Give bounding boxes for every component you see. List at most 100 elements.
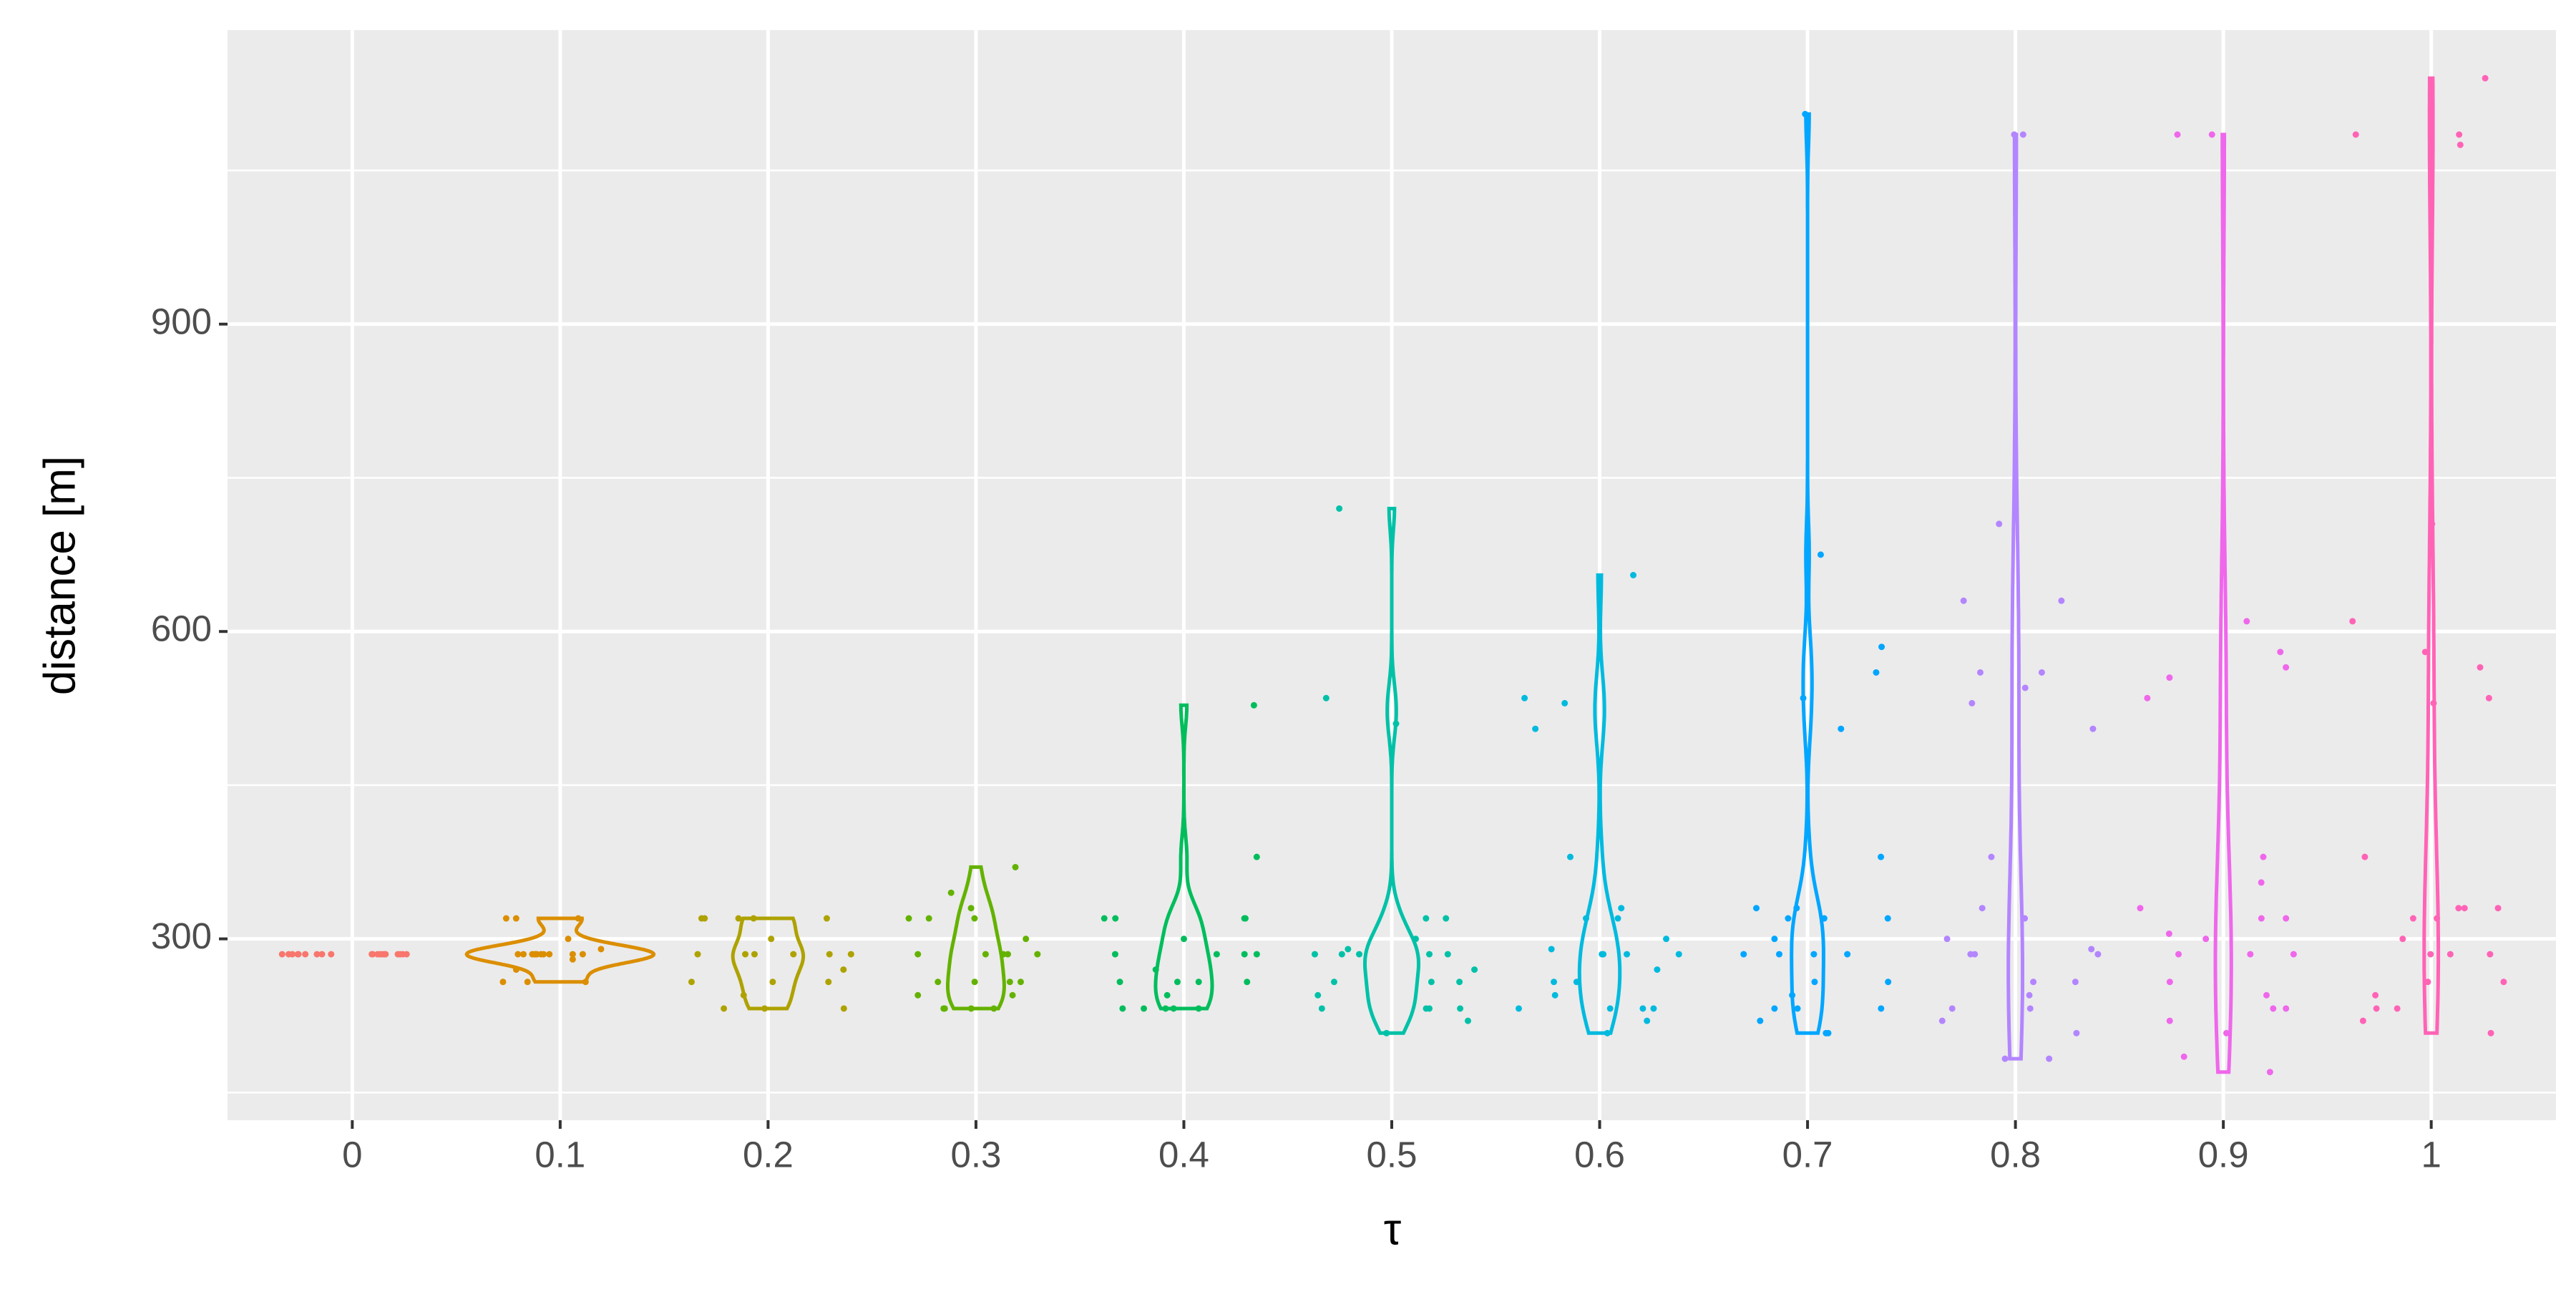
jitter-point bbox=[1012, 863, 1019, 870]
x-tick-label: 0.8 bbox=[1990, 1134, 2041, 1175]
jitter-point bbox=[1521, 694, 1528, 701]
jitter-point bbox=[1023, 936, 1030, 943]
jitter-point bbox=[2283, 1005, 2290, 1012]
jitter-point bbox=[1004, 951, 1011, 958]
violin bbox=[1362, 507, 1421, 1035]
jitter-point bbox=[761, 1005, 769, 1012]
jitter-point bbox=[2243, 618, 2250, 625]
jitter-point bbox=[1810, 951, 1818, 958]
jitter-point bbox=[1878, 853, 1885, 860]
jitter-point bbox=[1817, 551, 1824, 558]
jitter-point bbox=[1006, 978, 1013, 986]
violin bbox=[2213, 132, 2233, 1074]
jitter-point bbox=[688, 978, 695, 986]
jitter-point bbox=[1811, 978, 1818, 986]
jitter-point bbox=[1471, 966, 1478, 973]
jitter-point bbox=[1838, 725, 1845, 732]
jitter-point bbox=[1614, 915, 1621, 922]
jitter-point bbox=[1757, 1017, 1764, 1024]
jitter-point bbox=[2434, 915, 2441, 922]
jitter-point bbox=[1606, 1005, 1614, 1012]
jitter-point bbox=[1776, 951, 1783, 958]
jitter-point bbox=[2427, 951, 2434, 958]
jitter-point bbox=[1844, 951, 1851, 958]
jitter-point bbox=[769, 978, 776, 986]
jitter-point bbox=[512, 966, 519, 973]
jitter-point bbox=[947, 889, 955, 896]
jitter-point bbox=[2058, 597, 2065, 604]
violin bbox=[731, 916, 806, 1011]
jitter-point bbox=[742, 951, 749, 958]
jitter-point bbox=[1423, 915, 1430, 922]
y-tick-label: 600 bbox=[151, 608, 212, 649]
y-tick-label: 300 bbox=[151, 915, 212, 956]
x-tick-label: 0 bbox=[342, 1134, 362, 1175]
jitter-point bbox=[1802, 110, 1809, 117]
violin bbox=[464, 916, 656, 984]
jitter-point bbox=[579, 951, 586, 958]
jitter-point bbox=[1383, 1029, 1390, 1036]
jitter-point bbox=[1034, 951, 1041, 958]
jitter-point bbox=[1017, 978, 1024, 986]
jitter-point bbox=[1101, 915, 1108, 922]
jitter-point bbox=[519, 951, 527, 958]
jitter-point bbox=[2072, 978, 2079, 986]
jitter-point bbox=[1885, 978, 1892, 986]
jitter-point bbox=[1548, 946, 1555, 953]
jitter-point bbox=[1644, 1017, 1651, 1024]
jitter-point bbox=[1675, 951, 1682, 958]
jitter-point bbox=[2372, 991, 2379, 999]
jitter-point bbox=[1884, 915, 1891, 922]
jitter-point bbox=[1392, 720, 1400, 727]
jitter-point bbox=[2208, 131, 2215, 138]
jitter-point bbox=[1873, 669, 1880, 676]
violin bbox=[946, 865, 1006, 1011]
jitter-point bbox=[740, 991, 747, 999]
jitter-point bbox=[597, 946, 605, 953]
jitter-point bbox=[2180, 1053, 2187, 1060]
jitter-point bbox=[751, 951, 758, 958]
jitter-point bbox=[1630, 572, 1637, 578]
jitter-point bbox=[2361, 853, 2368, 860]
jitter-point bbox=[1561, 699, 1568, 706]
jitter-point bbox=[2487, 951, 2494, 958]
jitter-point bbox=[914, 951, 922, 958]
jitter-point bbox=[540, 951, 547, 958]
jitter-point bbox=[2349, 618, 2356, 625]
jitter-point bbox=[531, 951, 538, 958]
jitter-point bbox=[2247, 951, 2254, 958]
jitter-point bbox=[575, 915, 582, 922]
jitter-point bbox=[1141, 1005, 1148, 1012]
jitter-point bbox=[2021, 915, 2029, 922]
x-axis-title: τ bbox=[1384, 1205, 1402, 1254]
jitter-point bbox=[2455, 905, 2462, 912]
jitter-point bbox=[2430, 699, 2437, 706]
jitter-point bbox=[1960, 597, 1967, 604]
jitter-point bbox=[1428, 978, 1435, 986]
jitter-point bbox=[2175, 951, 2182, 958]
jitter-point bbox=[1457, 1005, 1464, 1012]
jitter-point bbox=[2038, 669, 2045, 676]
jitter-point bbox=[2421, 649, 2429, 656]
x-tick-label: 0.3 bbox=[950, 1134, 1001, 1175]
jitter-point bbox=[925, 915, 932, 922]
jitter-point bbox=[1976, 669, 1984, 676]
jitter-point bbox=[2399, 936, 2406, 943]
jitter-point bbox=[582, 978, 589, 986]
jitter-point bbox=[2394, 1005, 2401, 1012]
y-axis-title: distance [m] bbox=[35, 456, 84, 695]
jitter-point bbox=[524, 978, 531, 986]
jitter-point bbox=[823, 915, 830, 922]
jitter-point bbox=[328, 951, 335, 958]
jitter-point bbox=[369, 951, 376, 958]
jitter-point bbox=[1820, 915, 1828, 922]
x-tick-label: 0.2 bbox=[743, 1134, 794, 1175]
jitter-point bbox=[1412, 936, 1419, 943]
jitter-point bbox=[2166, 674, 2173, 681]
jitter-point bbox=[2290, 951, 2297, 958]
jitter-point bbox=[1753, 905, 1760, 912]
violin bbox=[1577, 573, 1622, 1035]
jitter-point bbox=[1345, 946, 1352, 953]
jitter-point bbox=[2477, 664, 2484, 671]
x-tick-label: 0.6 bbox=[1574, 1134, 1625, 1175]
